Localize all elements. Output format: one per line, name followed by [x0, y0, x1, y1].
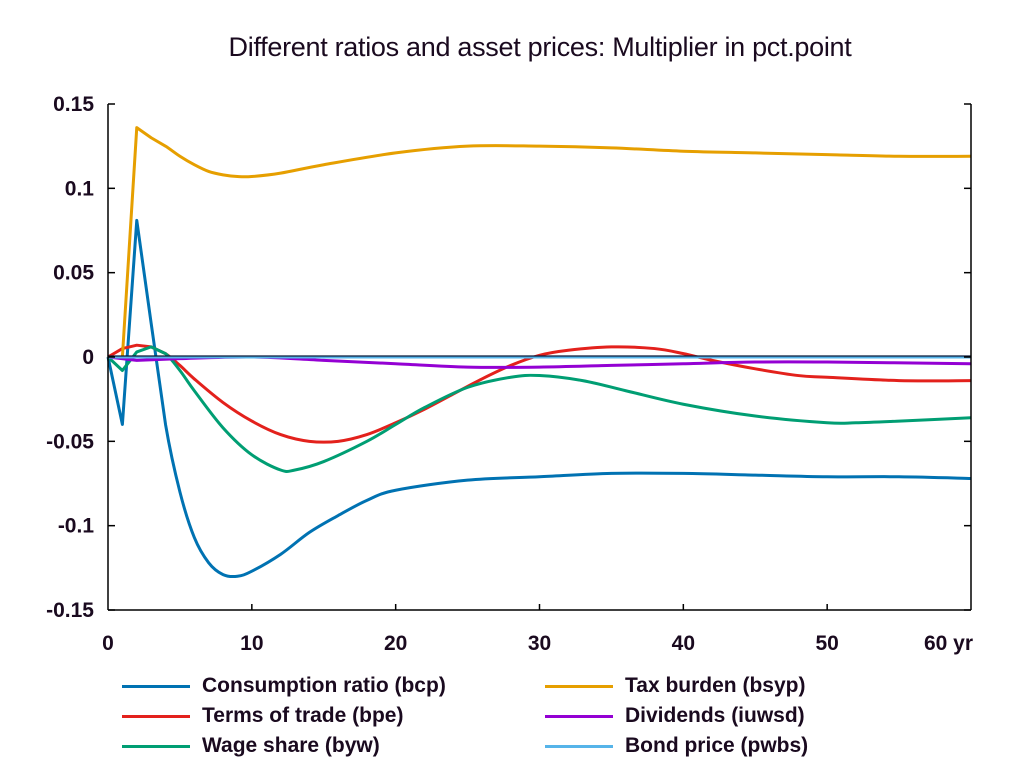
- series-consumption-ratio-line: [106, 218, 972, 579]
- legend-label: Bond price (pwbs): [625, 734, 809, 757]
- legend-label: Consumption ratio (bcp): [202, 674, 446, 697]
- x-tick-label: 20: [384, 632, 407, 655]
- y-tick-label: 0: [82, 346, 94, 369]
- legend-item-dividends: Dividends (iuwsd): [545, 701, 805, 731]
- series-dividends-line: [107, 355, 972, 369]
- legend-label: Terms of trade (bpe): [202, 704, 404, 727]
- y-tick-label: -0.1: [58, 515, 95, 538]
- series-dividends-group: [107, 355, 972, 369]
- legend-swatch: [122, 684, 190, 688]
- x-tick-label: 0: [102, 632, 114, 655]
- legend-label: Dividends (iuwsd): [625, 704, 805, 727]
- legend-swatch: [122, 744, 190, 748]
- x-tick-label: 10: [240, 632, 263, 655]
- legend-item-consumption-ratio: Consumption ratio (bcp): [122, 671, 446, 701]
- series-consumption-ratio-group: [106, 218, 972, 579]
- series-wage-share-group: [106, 345, 972, 473]
- legend-swatch: [122, 714, 190, 718]
- series-tax-burden-group: [108, 126, 972, 359]
- axes-layer: -0.15 -0.1 -0.05 0 0.05 0.1 0.15 0 10 20 30 40 50 60 …: [46, 93, 973, 655]
- x-tick-label: 40: [672, 632, 695, 655]
- legend-item-wage-share: Wage share (byw): [122, 731, 380, 761]
- series-tax-burden-line: [108, 126, 972, 359]
- chart-title: Different ratios and asset prices: Multi…: [228, 32, 852, 62]
- legend-item-tax-burden: Tax burden (bsyp): [545, 671, 805, 701]
- series-terms-of-trade-group: [107, 343, 972, 444]
- y-tick-label: 0.1: [65, 177, 95, 200]
- x-tick-label: 50: [815, 632, 838, 655]
- legend-swatch: [545, 684, 613, 688]
- series-layer: [106, 126, 972, 579]
- legend-label: Tax burden (bsyp): [625, 674, 806, 697]
- y-tick-label: 0.15: [53, 93, 94, 116]
- legend-item-bond-price: Bond price (pwbs): [545, 731, 808, 761]
- x-tick-label: 30: [528, 632, 551, 655]
- series-wage-share-line: [106, 345, 972, 473]
- legend-swatch: [545, 714, 613, 718]
- y-tick-label: -0.15: [46, 599, 94, 622]
- legend-label: Wage share (byw): [202, 734, 380, 757]
- x-tick-label: 60 yr: [924, 632, 973, 655]
- legend-item-terms-of-trade: Terms of trade (bpe): [122, 701, 403, 731]
- series-terms-of-trade-line: [107, 343, 972, 444]
- legend-swatch: [545, 744, 613, 748]
- y-tick-label: -0.05: [46, 430, 94, 453]
- y-tick-label: 0.05: [53, 262, 94, 285]
